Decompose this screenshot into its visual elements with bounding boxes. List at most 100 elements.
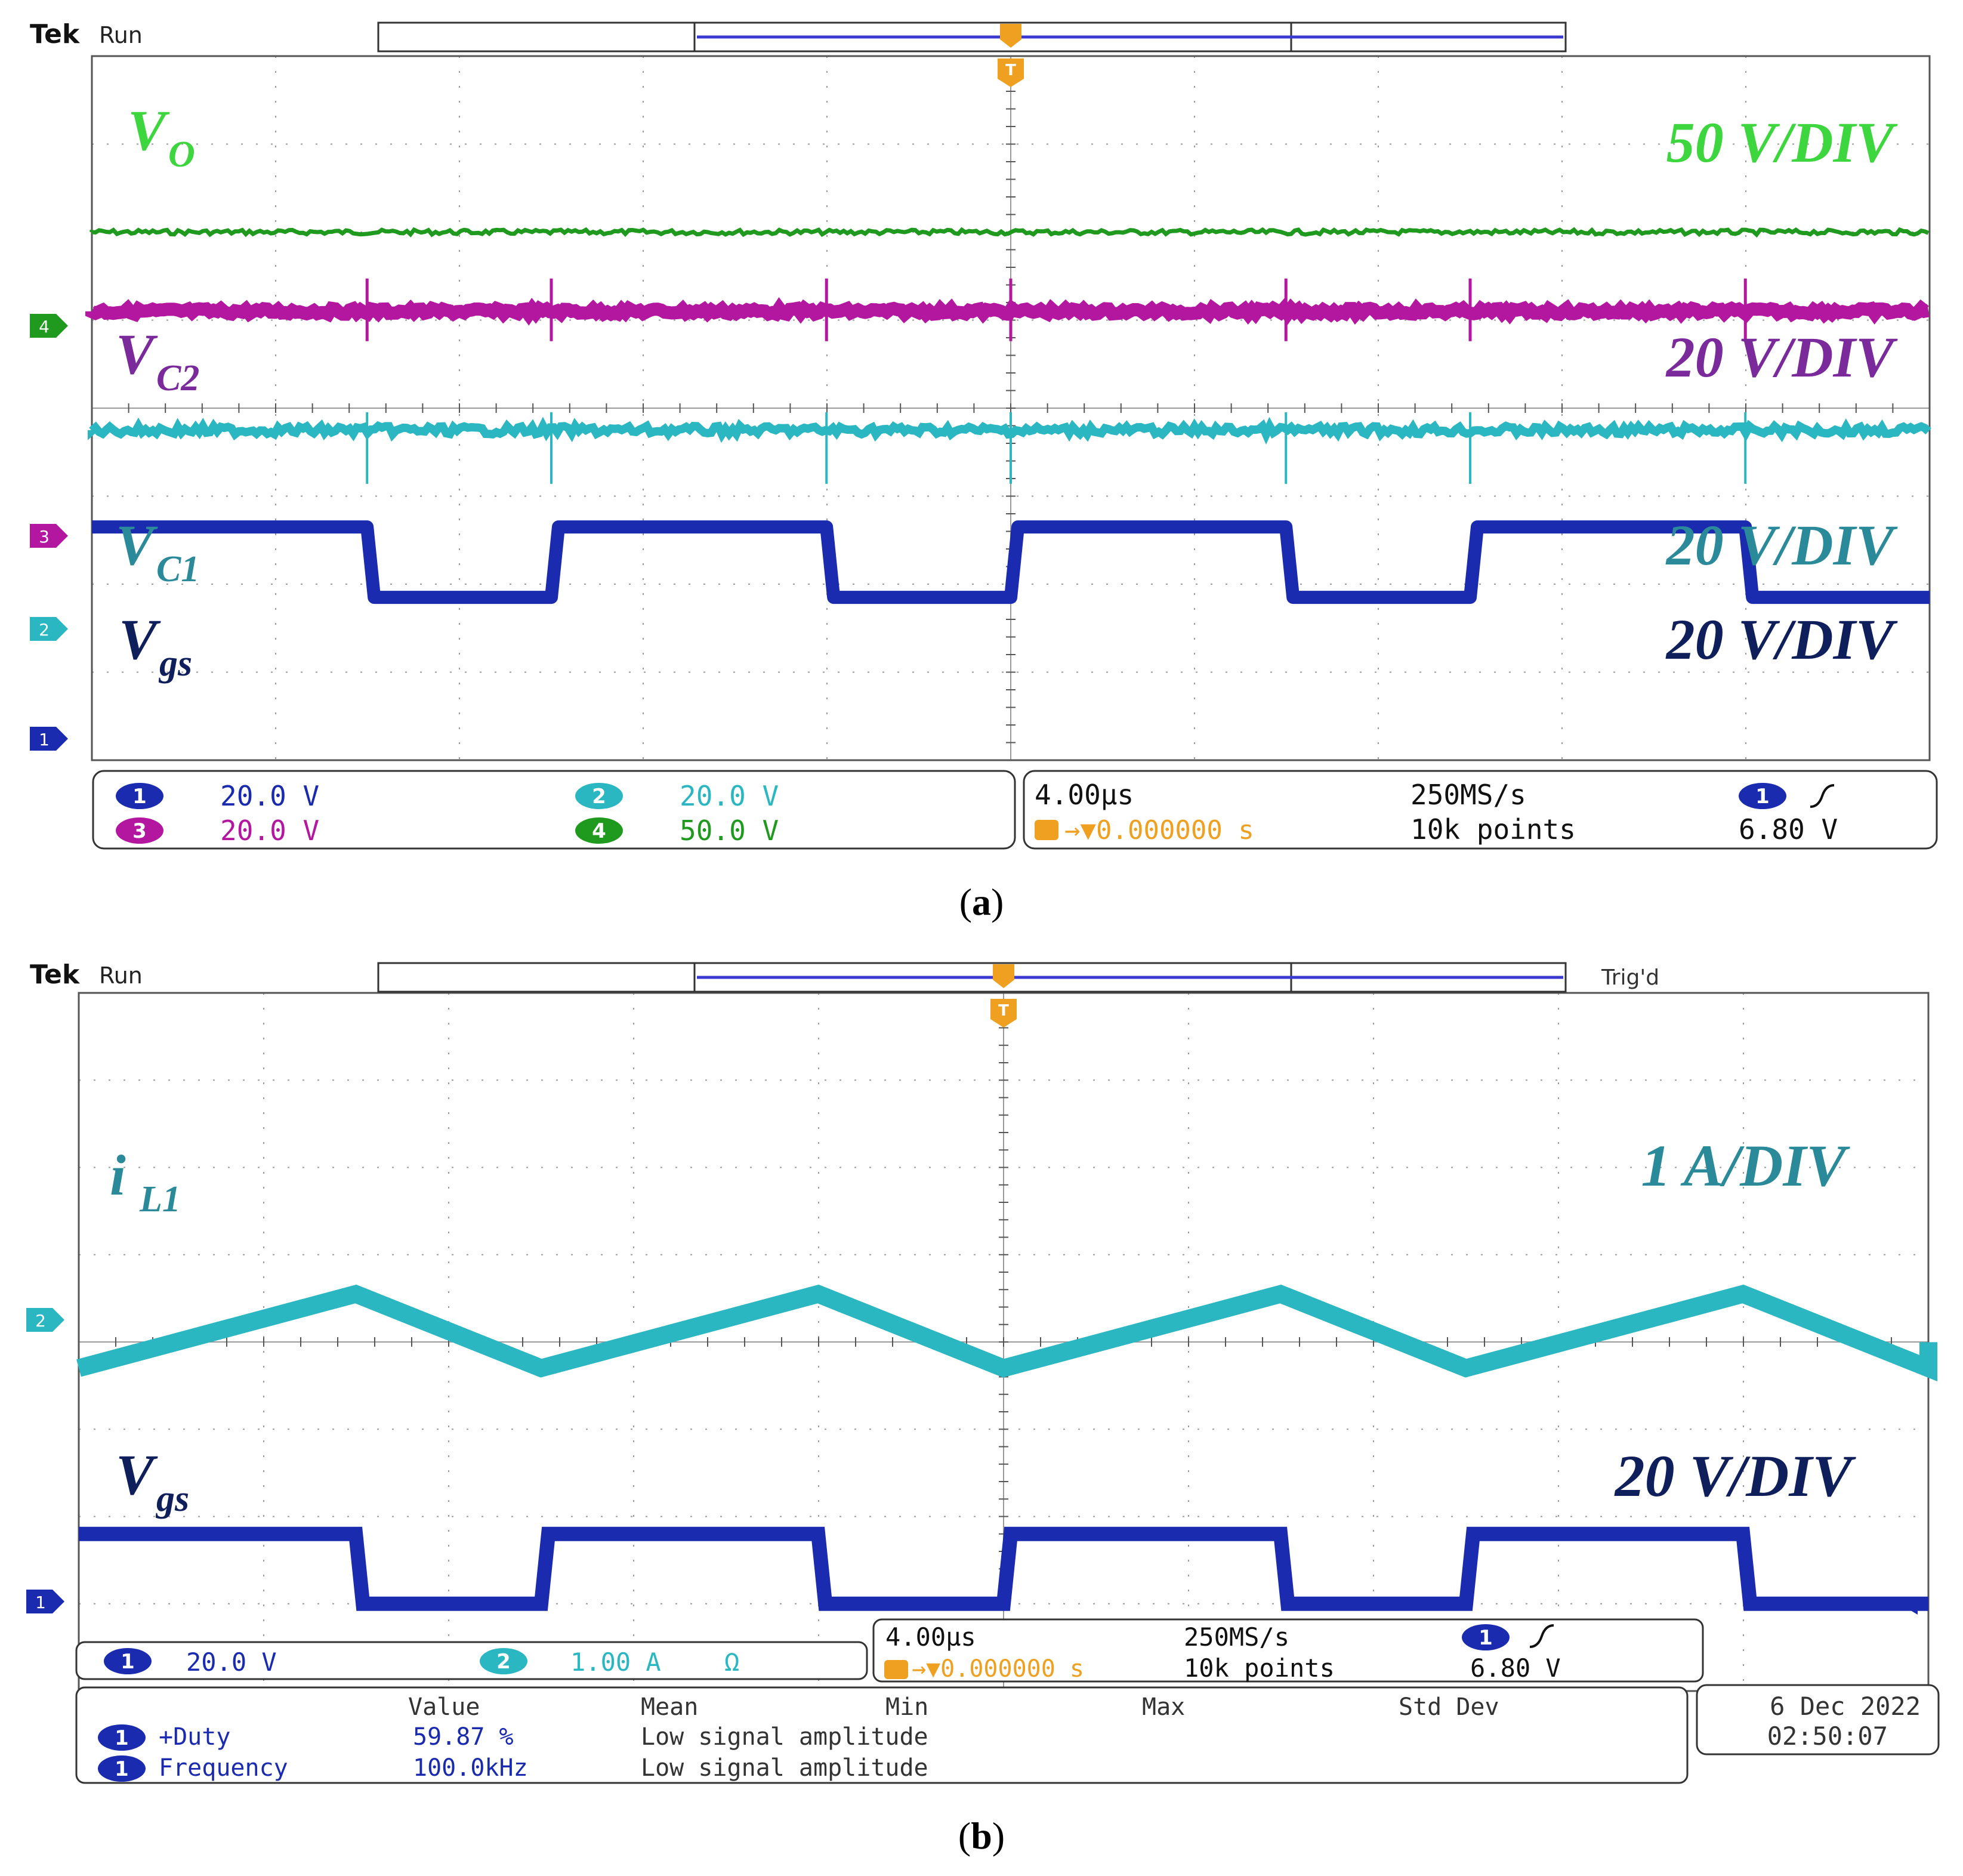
label-vc2-main: V (116, 322, 158, 386)
timebase-time-div: 4.00µs (1035, 779, 1134, 811)
trigger-position-marker (993, 964, 1014, 988)
timebase-b-trigger-pos: →▼0.000000 s (912, 1655, 1084, 1683)
trigger-pos-icon (1035, 820, 1058, 840)
readout-ch4-value: 50.0 V (680, 814, 779, 847)
measurement-mean-1: Low signal amplitude (641, 1754, 928, 1782)
trigger-slope-icon-b (1529, 1624, 1554, 1648)
ch4-level-marker (30, 314, 68, 338)
oscilloscope-screen-b: Tek Run Trig'd T 2 1 i L1 1 A/DIV V gs 20 V/DIV 1 20.… (26, 959, 1940, 1784)
ch1-level-marker (30, 727, 68, 751)
readout-b-ch1-badge-text: 1 (121, 1650, 135, 1674)
run-status: Run (99, 22, 143, 48)
trace-vgs (92, 520, 1930, 604)
scale-vc2: 20 V/DIV (1665, 325, 1898, 389)
timebase-points: 10k points (1410, 813, 1576, 846)
label-vc2-sub: C2 (156, 358, 199, 399)
ch2-level-marker-b-text: 2 (35, 1311, 46, 1331)
timebase-b-time-div: 4.00µs (885, 1622, 976, 1652)
measurement-row-0-badge (98, 1724, 146, 1751)
measurement-name-0: +Duty (159, 1723, 230, 1751)
label-vo-main: V (128, 98, 170, 162)
readout-ch3-badge (116, 817, 163, 844)
ch3-level-marker (30, 524, 68, 548)
measurement-name-1: Frequency (159, 1754, 288, 1782)
measurement-mean-0: Low signal amplitude (641, 1723, 928, 1751)
ch2-level-marker (30, 617, 68, 641)
measurement-value-1: 100.0kHz (413, 1754, 528, 1782)
timebase-b-points: 10k points (1184, 1653, 1335, 1683)
readout-b-ch2-value: 1.00 A (570, 1647, 661, 1677)
scale-vo: 50 V/DIV (1666, 110, 1898, 174)
trigger-pos-icon-b (884, 1660, 908, 1679)
readout-ch1-badge (116, 783, 163, 809)
measurement-value-0: 59.87 % (413, 1723, 514, 1751)
channel-readout-box (92, 770, 1016, 850)
scale-il1: 1 A/DIV (1641, 1133, 1850, 1199)
ch1-level-marker-text: 1 (39, 730, 50, 749)
timebase-box (1023, 770, 1938, 850)
date-text: 6 Dec 2022 (1770, 1692, 1921, 1721)
readout-b-ch2-badge (480, 1648, 527, 1674)
readout-ch2-value: 20.0 V (680, 780, 779, 812)
readout-ch2-badge-text: 2 (592, 785, 606, 809)
measurement-row-0-badge-text: 1 (115, 1726, 129, 1750)
readout-b-ch1-badge (104, 1648, 152, 1674)
measurement-header-4: Std Dev (1399, 1693, 1499, 1721)
measurement-header-2: Min (885, 1693, 928, 1721)
trigger-marker-text: T (998, 1002, 1009, 1020)
trace-vc1 (88, 416, 1931, 445)
caption-a: (a) (959, 881, 1004, 923)
label-vgs-main: V (119, 607, 161, 671)
date-box (1696, 1684, 1940, 1755)
ch1-right-marker (1906, 1600, 1918, 1615)
trigger-marker-text: T (1005, 61, 1016, 79)
measurement-box (75, 1686, 1689, 1784)
time-text: 02:50:07 (1767, 1721, 1888, 1751)
trig-status: Trig'd (1601, 965, 1659, 990)
scale-vgs: 20 V/DIV (1665, 607, 1898, 671)
readout-ch3-value: 20.0 V (220, 814, 319, 847)
scale-vc1: 20 V/DIV (1665, 513, 1898, 577)
readout-ch1-value: 20.0 V (220, 780, 319, 812)
trace-vc2 (85, 297, 1930, 326)
readout-ch3-badge-text: 3 (132, 819, 147, 843)
measurement-header-1: Mean (641, 1693, 698, 1721)
readout-ch2-badge (575, 783, 623, 809)
readout-b-ch2-badge-text: 2 (496, 1650, 511, 1674)
readout-b-ch1-value: 20.0 V (186, 1647, 277, 1677)
brand-label: Tek (30, 959, 81, 990)
ch2-level-marker-b (26, 1308, 64, 1332)
run-status: Run (99, 962, 143, 989)
timebase-trigger-pos: →▼0.000000 s (1064, 815, 1254, 846)
trigger-slope-icon (1810, 784, 1835, 808)
trigger-position-marker (1000, 24, 1021, 48)
caption-b: (b) (958, 1815, 1005, 1857)
label-vgs-b-main: V (116, 1443, 158, 1507)
ch3-level-marker-text: 3 (39, 527, 50, 547)
measurement-header-0: Value (408, 1693, 480, 1721)
measurement-row-1-badge-text: 1 (115, 1757, 129, 1781)
readout-ch4-badge-text: 4 (592, 819, 606, 843)
trig-source-b-badge (1462, 1624, 1510, 1650)
label-il1-main: i (110, 1143, 126, 1207)
label-vgs-sub: gs (158, 643, 192, 684)
ch4-level-marker-text: 4 (39, 317, 50, 337)
timebase-sample-rate: 250MS/s (1410, 779, 1526, 811)
scale-vgs-b: 20 V/DIV (1614, 1443, 1857, 1509)
label-il1-sub: L1 (139, 1179, 181, 1220)
measurement-row-1-badge (98, 1755, 146, 1782)
readout-b-ch2-extra: Ω (724, 1647, 739, 1677)
readout-ch1-badge-text: 1 (132, 785, 147, 809)
trigger-marker-icon (990, 999, 1017, 1028)
label-vc1-main: V (116, 513, 158, 577)
ch1-level-marker-b (26, 1590, 64, 1613)
trig-source-b-badge-text: 1 (1479, 1626, 1493, 1650)
channel-readout-box-b (75, 1641, 868, 1680)
trigger-level-b: 6.80 V (1470, 1653, 1561, 1683)
trigger-marker-icon (998, 58, 1024, 87)
trigger-level: 6.80 V (1739, 813, 1838, 846)
trace-vo (89, 227, 1930, 238)
label-vc1-sub: C1 (156, 549, 199, 590)
